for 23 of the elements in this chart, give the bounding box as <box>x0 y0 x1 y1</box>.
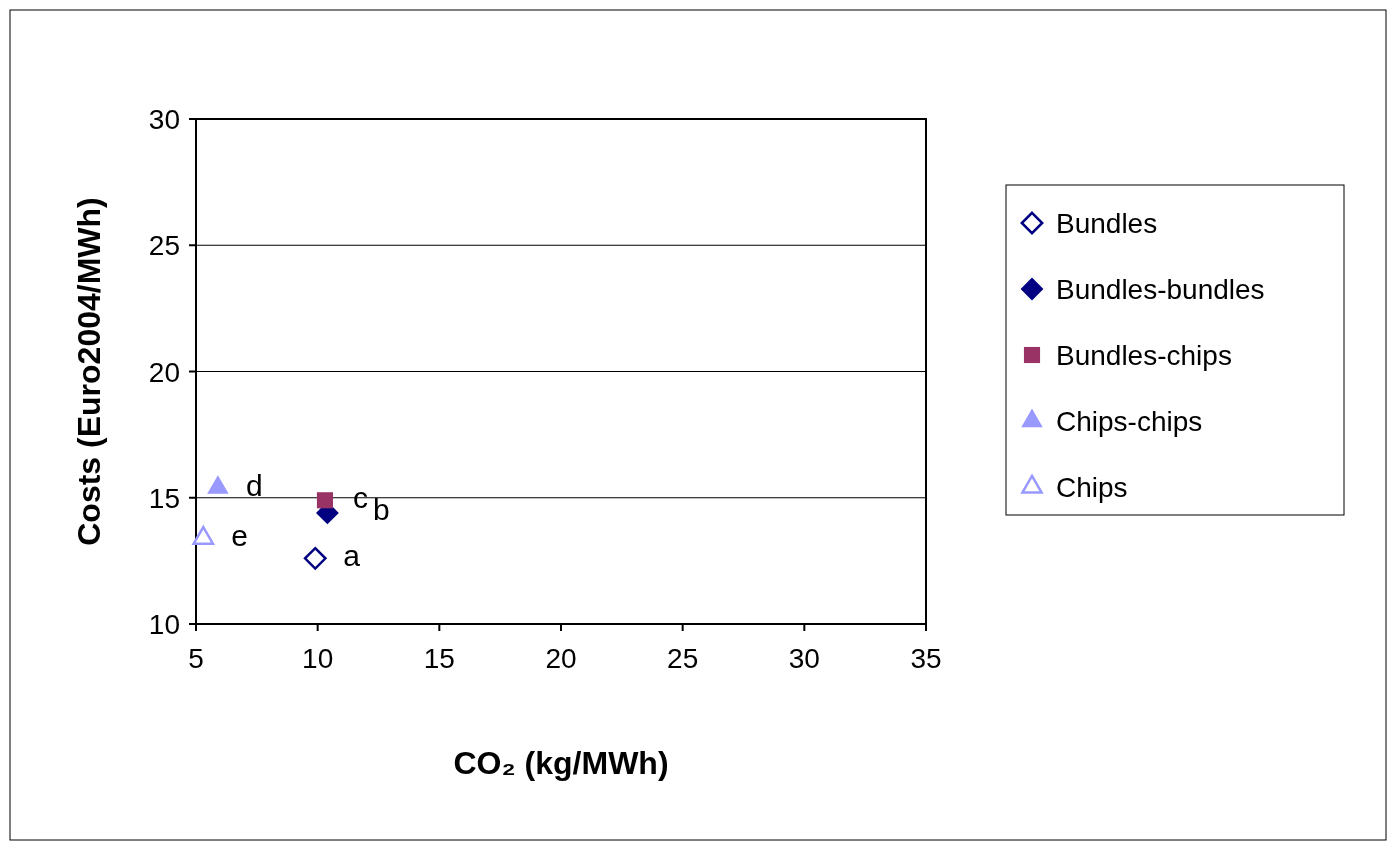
y-tick-label: 25 <box>148 230 180 262</box>
x-tick-label: 25 <box>667 643 699 674</box>
y-tick-label: 30 <box>148 104 180 135</box>
y-tick-label: 10 <box>148 609 180 640</box>
annotation: b <box>372 493 390 527</box>
legend-label: Bundles <box>1056 208 1158 239</box>
x-tick-label: 5 <box>188 643 204 674</box>
legend-label: Chips <box>1056 472 1128 503</box>
annotation: e <box>231 519 248 553</box>
x-tick-label: 10 <box>302 643 334 674</box>
y-tick-label: 20 <box>148 356 180 388</box>
x-tick-label: 20 <box>545 643 577 674</box>
legend-label: Bundles-bundles <box>1056 274 1265 305</box>
x-tick-label: 15 <box>423 643 455 674</box>
y-tick-label: 15 <box>148 482 180 514</box>
x-tick-label: 35 <box>910 643 942 674</box>
annotation: a <box>343 539 361 573</box>
legend-label: Chips-chips <box>1056 406 1203 437</box>
x-tick-label: 30 <box>788 643 820 674</box>
annotation: d <box>245 468 263 502</box>
y-axis-title: Costs (Euro2004/MWh) <box>71 197 107 546</box>
legend-label: Bundles-chips <box>1056 340 1232 371</box>
x-axis-title: CO₂ (kg/MWh) <box>453 745 669 781</box>
